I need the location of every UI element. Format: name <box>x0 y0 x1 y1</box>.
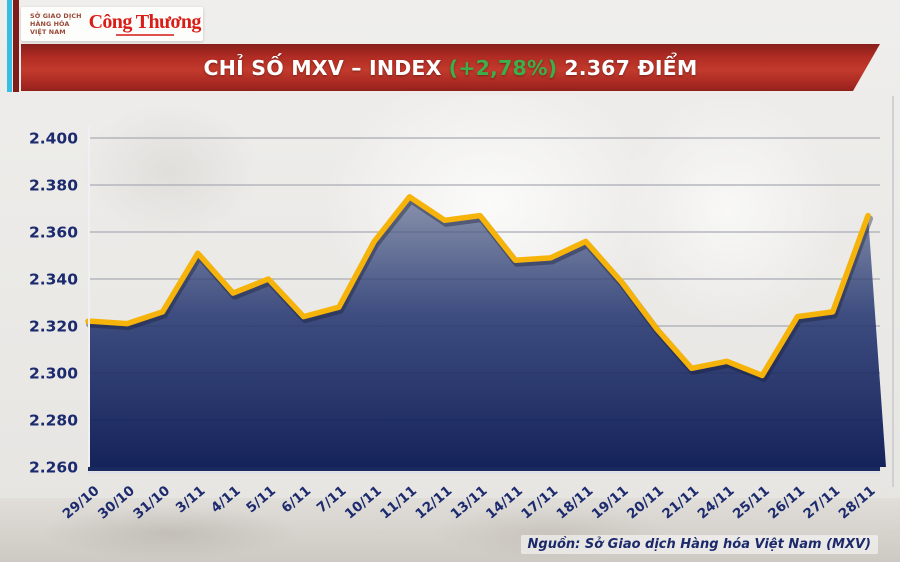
x-axis-label: 14/11 <box>483 483 526 523</box>
x-axis-label: 26/11 <box>765 483 808 523</box>
x-axis-label: 24/11 <box>695 483 738 523</box>
chart-line <box>85 194 871 379</box>
x-axis-label: 11/11 <box>377 483 420 523</box>
banner-title-suffix: 2.367 ĐIỂM <box>564 55 698 80</box>
x-axis-label: 25/11 <box>730 483 773 523</box>
x-axis-line <box>88 467 880 471</box>
x-axis-label: 3/11 <box>173 483 209 517</box>
x-axis-label: 6/11 <box>279 483 315 517</box>
x-axis-label: 13/11 <box>448 483 491 523</box>
congthuong-tagline-bar <box>115 33 174 36</box>
x-axis-label: 12/11 <box>412 483 455 523</box>
x-axis-label: 5/11 <box>243 483 279 517</box>
y-axis-tick-label: 2.260 <box>29 459 78 477</box>
logo-org-text: SỞ GIAO DỊCH HÀNG HÓA VIỆT NAM <box>30 12 82 36</box>
banner-title-prefix: CHỈ SỐ MXV – INDEX <box>203 55 442 80</box>
banner-change-percent: (+2,78%) <box>448 55 558 80</box>
x-axis-label: 28/11 <box>836 483 879 523</box>
y-axis-tick-label: 2.380 <box>29 177 78 195</box>
congthuong-wordmark: Công Thương <box>88 11 202 33</box>
congthuong-logo: Công Thương <box>89 12 201 36</box>
y-axis-tick-label: 2.280 <box>29 412 78 430</box>
x-axis-label: 29/10 <box>60 483 103 523</box>
x-axis-label: 18/11 <box>554 483 597 523</box>
chart-area-fill <box>88 196 886 468</box>
x-axis-label: 21/11 <box>659 483 702 523</box>
y-axis-tick-label: 2.360 <box>29 224 78 242</box>
x-axis-label: 19/11 <box>589 483 632 523</box>
x-axis-label: 10/11 <box>342 483 385 523</box>
y-axis-tick-label: 2.300 <box>29 365 78 383</box>
x-axis-label: 31/10 <box>130 483 173 523</box>
x-axis-label: 4/11 <box>208 483 244 517</box>
y-axis-tick-label: 2.340 <box>29 271 78 289</box>
left-cyan-stripe <box>7 0 12 92</box>
title-banner: CHỈ SỐ MXV – INDEX (+2,78%) 2.367 ĐIỂM <box>21 44 880 91</box>
logo-org-line: HÀNG HÓA <box>30 20 70 28</box>
index-area-chart: 2.400 2.380 2.360 2.340 2.320 2.300 2.280 2.260… <box>29 96 894 523</box>
logo-org-line: SỞ GIAO DỊCH <box>30 12 82 20</box>
left-red-stripe <box>13 0 19 92</box>
x-axis-label: 20/11 <box>624 483 667 523</box>
y-axis-tick-label: 2.320 <box>29 318 78 336</box>
source-caption: Nguồn: Sở Giao dịch Hàng hóa Việt Nam (M… <box>520 535 878 554</box>
logo-org-line: VIỆT NAM <box>30 28 66 36</box>
y-axis-tick-label: 2.400 <box>29 130 78 148</box>
x-axis-label: 27/11 <box>800 483 843 523</box>
x-axis-label: 17/11 <box>518 483 561 523</box>
x-axis-label: 30/10 <box>95 483 138 523</box>
logo-box: SỞ GIAO DỊCH HÀNG HÓA VIỆT NAM Công Thươ… <box>21 7 203 41</box>
